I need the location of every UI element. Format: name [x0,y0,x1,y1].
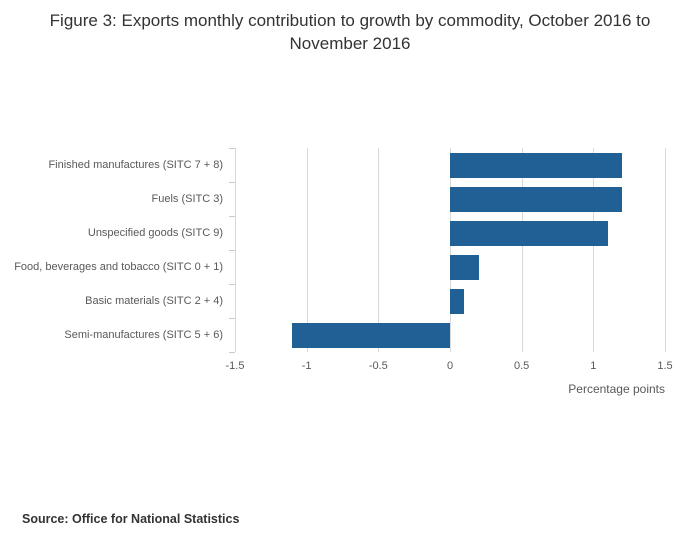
gridline [306,148,308,352]
category-label: Unspecified goods (SITC 9) [87,227,223,239]
y-axis-tick [229,352,235,353]
bar [450,220,608,246]
category-label: Food, beverages and tobacco (SITC 0 + 1) [14,261,223,273]
bar [450,288,465,314]
x-tick-label: -0.5 [368,360,388,372]
category-label: Semi-manufactures (SITC 5 + 6) [64,329,223,341]
gridline [665,148,666,352]
y-axis-tick [229,148,235,149]
plot-area: Finished manufactures (SITC 7 + 8) Fuels … [0,148,700,353]
x-axis-tick-labels: -1.5 -1 -0.5 0 0.5 1 1.5 [0,360,700,376]
category-label: Basic materials (SITC 2 + 4) [85,295,223,307]
y-axis-tick [229,182,235,183]
source-note: Source: Office for National Statistics [22,512,240,526]
bar [450,186,622,212]
y-axis-tick [229,318,235,319]
chart-title: Figure 3: Exports monthly contribution t… [49,11,651,54]
y-axis-tick [229,250,235,251]
x-tick-label: -1 [301,360,312,372]
category-label: Finished manufactures (SITC 7 + 8) [48,159,223,171]
y-axis-tick [229,216,235,217]
bar [450,152,622,178]
x-tick-label: 1.5 [657,360,673,372]
gridline [378,148,380,352]
x-tick-label: 1 [590,360,597,372]
x-tick-label: -1.5 [225,360,245,372]
y-axis-tick [229,284,235,285]
category-label: Fuels (SITC 3) [151,193,223,205]
bar [450,254,479,280]
gridline [521,148,523,352]
gridline [235,148,236,352]
gridline [593,148,595,352]
x-tick-label: 0.5 [514,360,530,372]
x-tick-label: 0 [446,360,454,372]
gridline [450,148,451,352]
bar [292,322,450,348]
x-axis-label: Percentage points [568,382,665,396]
